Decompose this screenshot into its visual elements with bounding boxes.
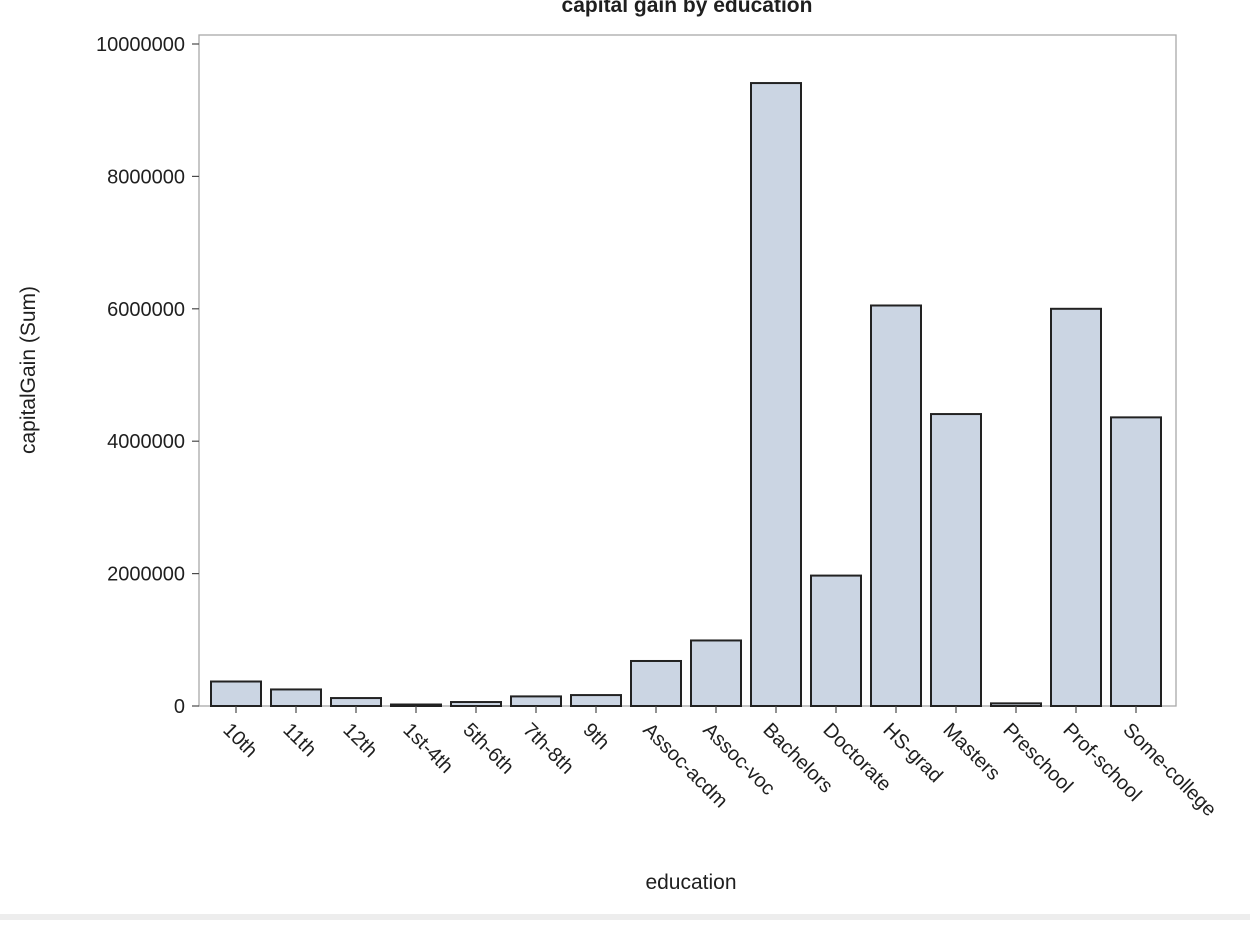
bar-some-college [1110,416,1162,707]
x-tick-label: Masters [938,719,1004,785]
bar-assoc-voc [690,639,742,707]
x-tick-label: 11th [278,719,320,761]
bar-masters [930,413,982,707]
plot-area [198,34,1177,708]
x-tick-label: 10th [218,719,261,762]
y-tick-label: 10000000 [96,34,185,56]
bar-10th [210,680,262,707]
y-tick-label: 0 [174,696,185,718]
x-tick-label: Some-college [1118,719,1220,821]
bars [210,82,1162,708]
bar-12th [330,697,382,708]
y-tick-label: 4000000 [107,431,185,453]
bar-1st-4th [390,703,442,707]
bar-11th [270,688,322,708]
bar-preschool [990,702,1042,707]
bar-hs-grad [870,304,922,707]
plot-frame [198,34,1177,707]
x-axis-title: education [645,871,736,894]
bar-7th-8th [510,695,562,708]
bar-5th-6th [450,701,502,708]
x-tick-label: 9th [578,719,613,754]
bar-bachelors [750,82,802,708]
y-tick-label: 2000000 [107,564,185,586]
bottom-strip [0,914,1250,920]
bar-prof-school [1050,307,1102,707]
x-tick-label: 1st-4th [398,719,457,778]
bar-doctorate [810,574,862,707]
y-axis: 0 2000000 4000000 6000000 8000000 10000000 [96,34,199,718]
chart-title: capital gain by education [562,0,813,17]
x-axis: 10th 11th 12th 1st-4th 5th-6th 7th-8th 9th Asso… [218,706,1220,821]
y-axis-title: capitalGain (Sum) [17,286,40,454]
y-tick-label: 8000000 [107,166,185,188]
x-tick-label: 5th-6th [458,719,518,779]
x-tick-label: 7th-8th [518,719,578,779]
x-tick-label: 12th [338,719,381,762]
bar-9th [570,694,622,708]
bar-assoc-acdm [630,659,682,708]
y-tick-label: 6000000 [107,299,185,321]
